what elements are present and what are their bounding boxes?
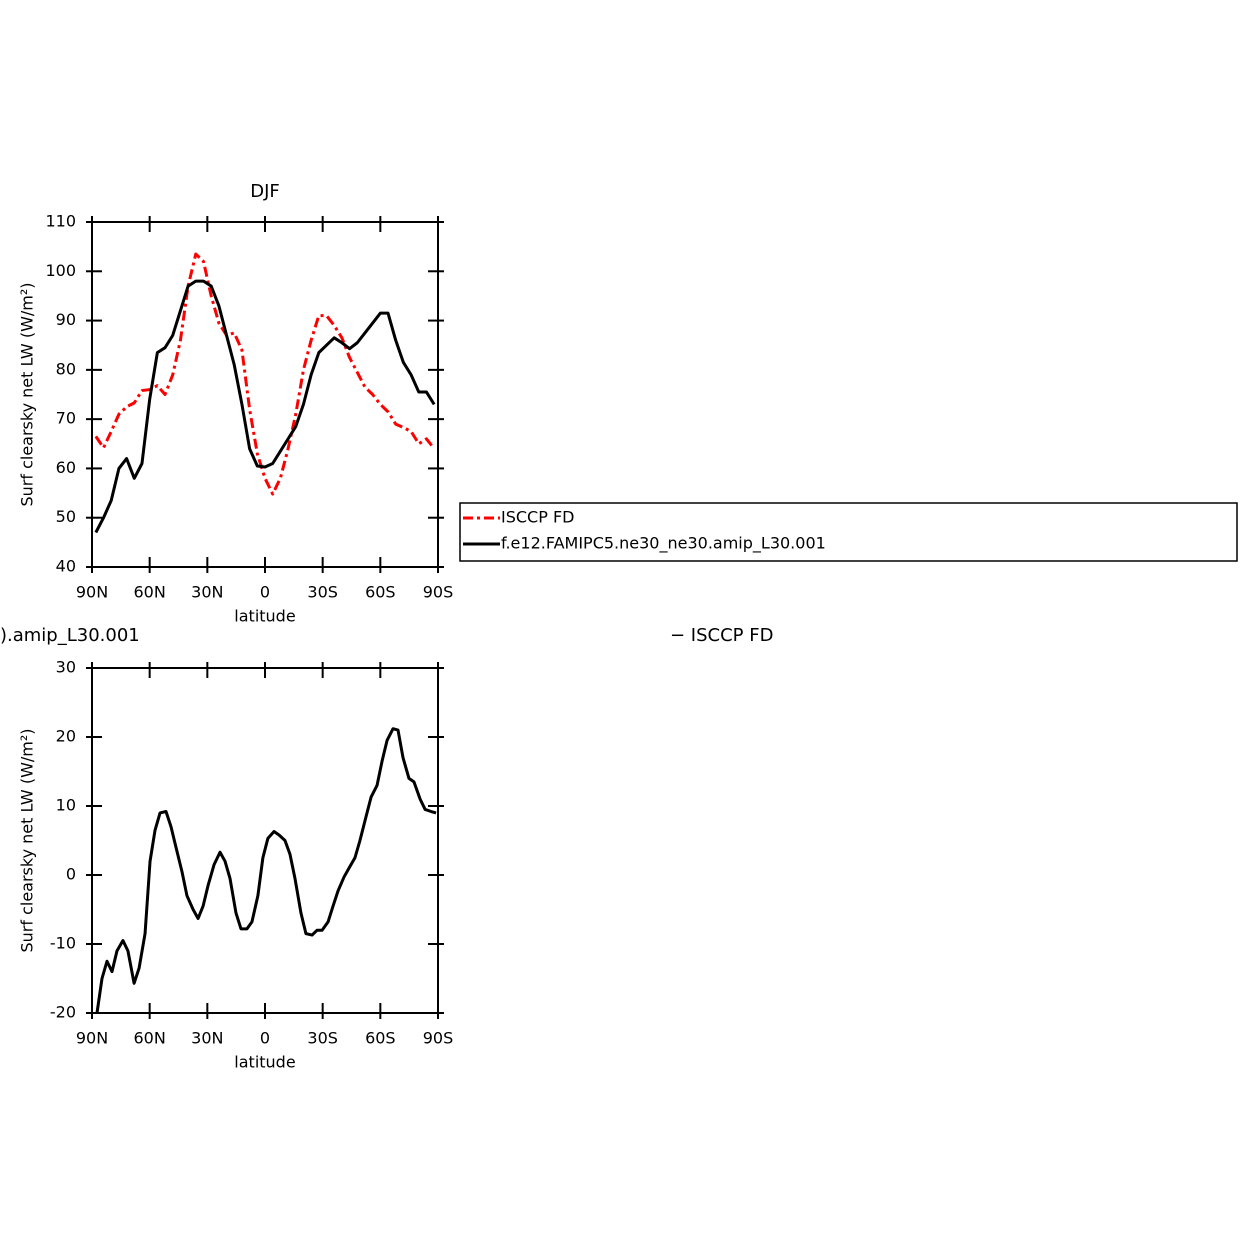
- x-tick-label: 60S: [365, 1029, 396, 1048]
- x-tick-label: 30S: [307, 583, 338, 602]
- y-tick-label: -20: [50, 1003, 76, 1022]
- x-tick-label: 60N: [134, 583, 166, 602]
- legend: ISCCP FD f.e12.FAMIPC5.ne30_ne30.amip_L30…: [459, 502, 1238, 562]
- y-tick-label: -10: [50, 934, 76, 953]
- plot-frame: [91, 667, 439, 1014]
- plot-frame: [91, 221, 439, 568]
- x-tick-label: 90S: [423, 1029, 454, 1048]
- x-axis-label: latitude: [234, 607, 295, 626]
- y-tick-label: 60: [56, 458, 76, 477]
- x-tick-label: 90N: [76, 1029, 108, 1048]
- y-tick-label: 20: [56, 727, 76, 746]
- annotation: − ISCCP FD: [670, 625, 773, 646]
- y-tick-label: 30: [56, 658, 76, 677]
- y-tick-label: 50: [56, 507, 76, 526]
- y-tick-label: 100: [45, 261, 76, 280]
- legend-box: [459, 502, 1238, 562]
- x-tick-label: 30S: [307, 1029, 338, 1048]
- data-line: [94, 279, 436, 534]
- x-tick-label: 90S: [423, 583, 454, 602]
- y-tick-label: 90: [56, 310, 76, 329]
- panel: DJF latitude Surf clearsky net LW (W/m²) 40…: [18, 181, 1238, 626]
- legend-label: f.e12.FAMIPC5.ne30_ne30.amip_L30.001: [501, 534, 826, 554]
- y-tick-label: 40: [56, 557, 76, 576]
- legend-label: ISCCP FD: [501, 508, 574, 527]
- y-axis-label: Surf clearsky net LW (W/m²): [18, 728, 37, 952]
- x-tick-label: 30N: [191, 1029, 223, 1048]
- x-tick-label: 0: [260, 583, 270, 602]
- y-tick-label: 10: [56, 796, 76, 815]
- x-tick-label: 60N: [134, 1029, 166, 1048]
- y-tick-label: 110: [45, 212, 76, 231]
- chart-title: ).amip_L30.001: [0, 625, 140, 646]
- y-tick-label: 80: [56, 359, 76, 378]
- panel: ).amip_L30.001 − ISCCP FD latitude Surf cle…: [0, 625, 773, 1072]
- x-tick-label: 60S: [365, 583, 396, 602]
- y-tick-label: 0: [66, 865, 76, 884]
- y-axis-label: Surf clearsky net LW (W/m²): [18, 282, 37, 506]
- x-tick-label: 0: [260, 1029, 270, 1048]
- x-tick-label: 90N: [76, 583, 108, 602]
- data-line: [95, 727, 437, 1014]
- chart-title: DJF: [250, 181, 280, 202]
- x-axis-label: latitude: [234, 1053, 295, 1072]
- x-tick-label: 30N: [191, 583, 223, 602]
- y-tick-label: 70: [56, 409, 76, 428]
- data-line: [94, 252, 436, 496]
